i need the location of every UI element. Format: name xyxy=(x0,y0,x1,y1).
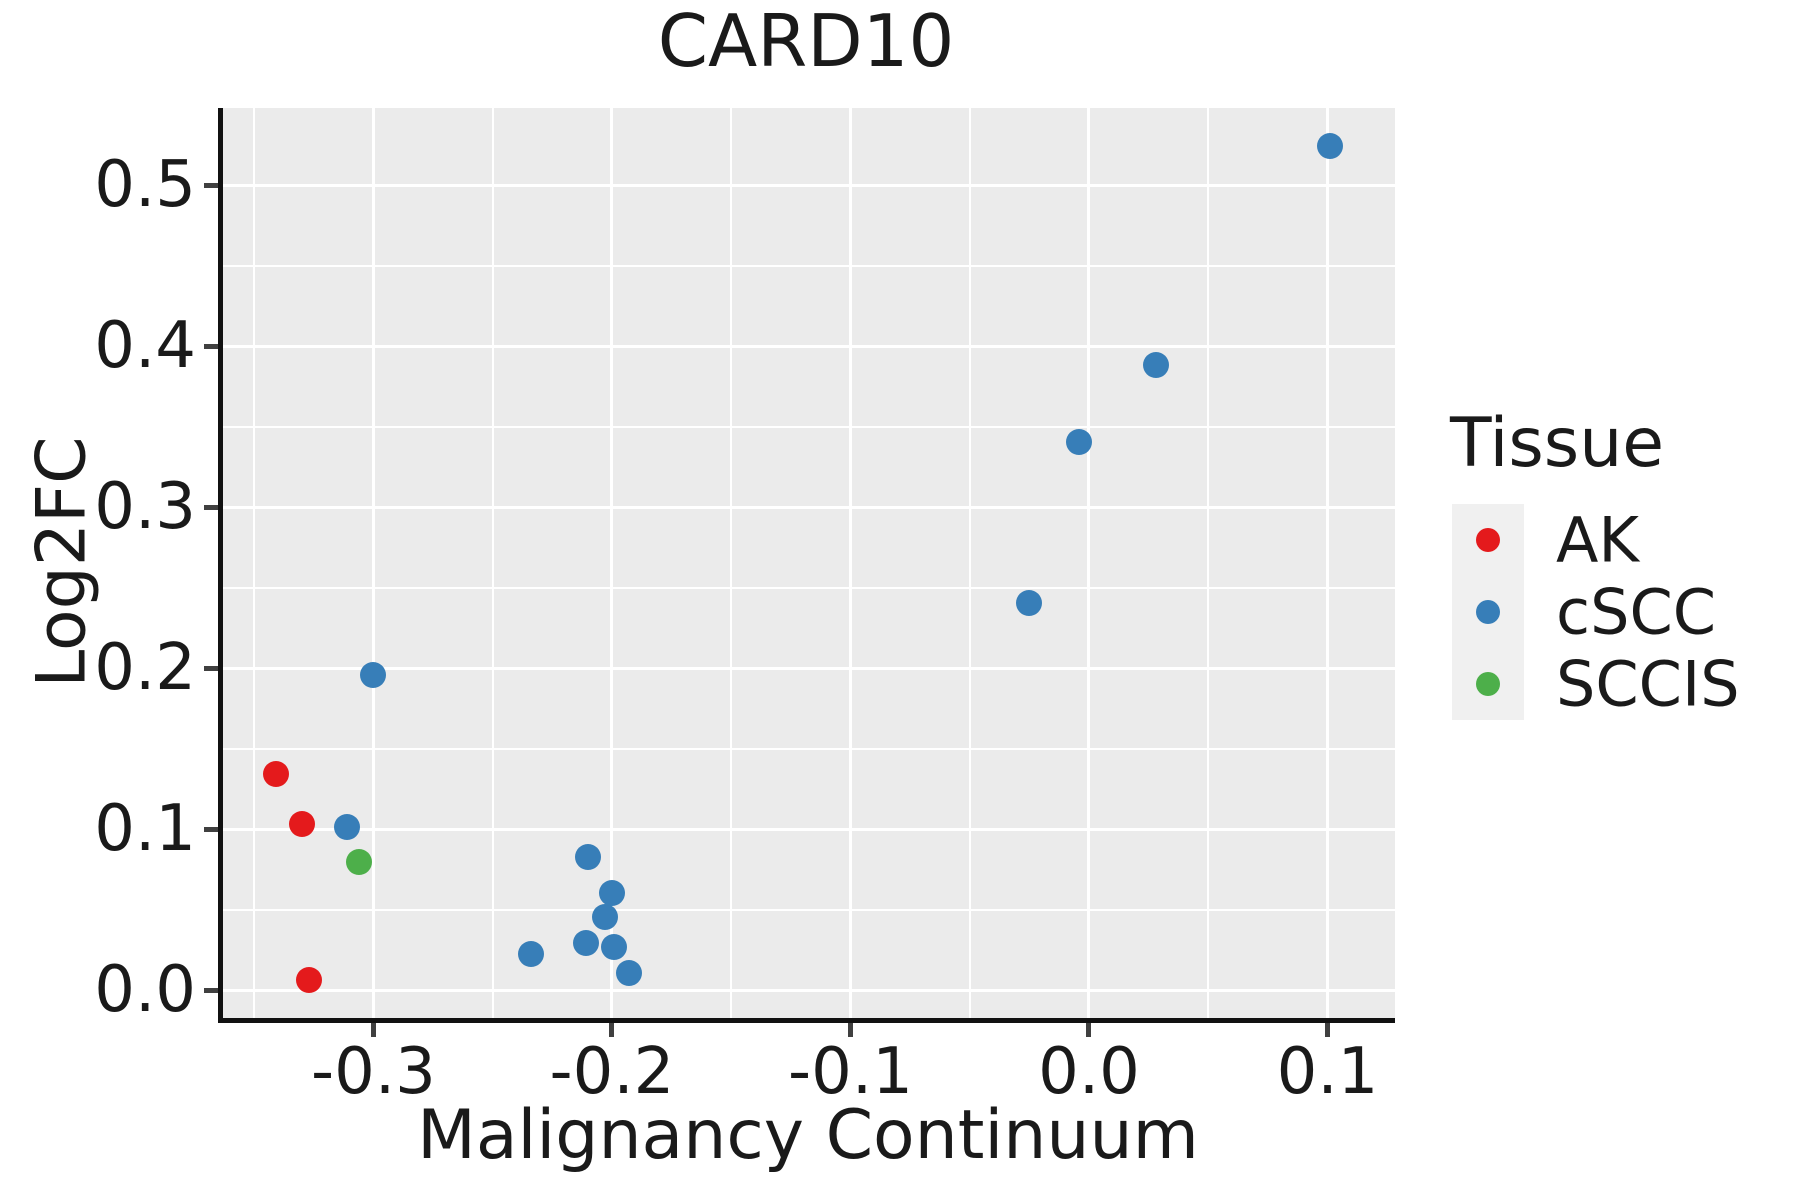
data-point-cscc xyxy=(598,879,625,906)
y-tick-mark xyxy=(204,344,218,350)
x-tick-label: 0.0 xyxy=(1038,1035,1140,1109)
legend-label-cscc: cSCC xyxy=(1556,575,1717,649)
x-gridline-major xyxy=(610,108,614,1018)
x-gridline-minor xyxy=(968,108,971,1018)
y-gridline-major xyxy=(222,989,1395,993)
y-gridline-major xyxy=(222,184,1395,188)
chart-title: CARD10 xyxy=(657,0,955,83)
y-axis-spine xyxy=(218,108,223,1023)
x-gridline-major xyxy=(371,108,375,1018)
legend-title: Tissue xyxy=(1450,404,1665,483)
legend-label-sccis: SCCIS xyxy=(1556,647,1740,721)
x-tick-mark xyxy=(1086,1023,1092,1037)
y-tick-label: 0.1 xyxy=(94,792,196,867)
y-tick-mark xyxy=(204,505,218,511)
data-point-cscc xyxy=(1316,132,1343,159)
x-tick-mark xyxy=(370,1023,376,1037)
data-point-cscc xyxy=(1016,589,1043,616)
y-gridline-minor xyxy=(222,587,1395,590)
y-tick-mark xyxy=(204,827,218,833)
x-axis-spine xyxy=(218,1018,1395,1023)
y-gridline-minor xyxy=(222,426,1395,429)
data-point-cscc xyxy=(1066,428,1093,455)
data-point-ak xyxy=(296,966,323,993)
data-point-cscc xyxy=(334,813,361,840)
y-tick-label: 0.3 xyxy=(94,470,196,545)
x-tick-label: 0.1 xyxy=(1276,1035,1379,1109)
data-point-cscc xyxy=(360,662,387,689)
y-gridline-minor xyxy=(222,748,1395,751)
data-point-sccis xyxy=(346,849,373,876)
y-tick-label: 0.2 xyxy=(94,631,196,706)
legend-dot-ak xyxy=(1476,528,1500,552)
x-gridline-major xyxy=(848,108,852,1018)
x-gridline-major xyxy=(1326,108,1329,1018)
y-gridline-minor xyxy=(222,265,1395,268)
x-tick-mark xyxy=(1325,1023,1330,1037)
x-tick-label: -0.2 xyxy=(549,1035,675,1109)
data-point-cscc xyxy=(591,903,618,930)
plot-panel xyxy=(222,108,1395,1018)
x-gridline-minor xyxy=(253,108,256,1018)
x-tick-mark xyxy=(609,1023,615,1037)
data-point-ak xyxy=(262,760,289,787)
x-gridline-minor xyxy=(730,108,733,1018)
y-tick-label: 0.0 xyxy=(94,953,196,1028)
x-gridline-major xyxy=(1087,108,1091,1018)
data-point-cscc xyxy=(572,929,599,956)
x-tick-label: -0.1 xyxy=(788,1035,913,1109)
x-gridline-minor xyxy=(1207,108,1210,1018)
y-gridline-major xyxy=(222,828,1395,832)
x-axis-title: Malignancy Continuum xyxy=(417,1096,1199,1175)
legend-dot-sccis xyxy=(1476,672,1500,696)
y-gridline-major xyxy=(222,345,1395,349)
data-point-cscc xyxy=(601,934,628,961)
x-tick-mark xyxy=(847,1023,853,1037)
y-gridline-major xyxy=(222,506,1395,510)
x-tick-label: -0.3 xyxy=(311,1035,436,1109)
x-gridline-minor xyxy=(491,108,494,1018)
data-point-cscc xyxy=(1142,351,1169,378)
data-point-cscc xyxy=(517,940,544,967)
legend-dot-cscc xyxy=(1476,600,1500,624)
y-tick-mark xyxy=(204,988,218,994)
data-point-ak xyxy=(288,810,315,837)
y-tick-label: 0.4 xyxy=(94,309,196,384)
y-axis-title: Log2FC xyxy=(22,436,102,688)
data-point-cscc xyxy=(615,960,642,987)
y-gridline-minor xyxy=(222,909,1395,912)
data-point-cscc xyxy=(575,844,602,871)
y-tick-mark xyxy=(204,183,218,189)
legend-label-ak: AK xyxy=(1556,503,1640,577)
y-gridline-major xyxy=(222,667,1395,671)
y-tick-mark xyxy=(204,666,218,672)
y-tick-label: 0.5 xyxy=(94,148,196,223)
